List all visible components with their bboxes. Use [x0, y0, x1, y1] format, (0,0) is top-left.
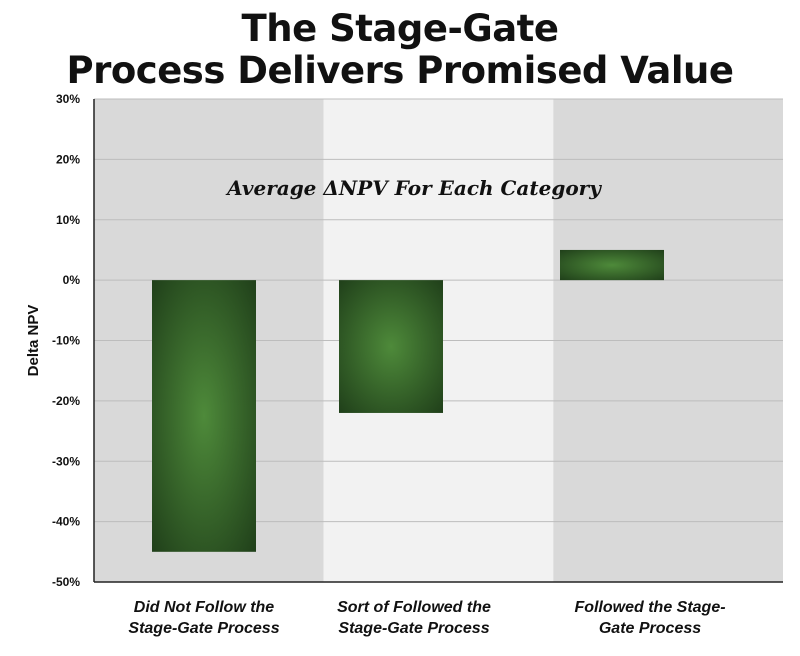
- y-tick-label: 10%: [56, 213, 80, 227]
- bar-2: [339, 280, 443, 413]
- x-category-label-2: Sort of Followed the Stage-Gate Process: [304, 597, 524, 639]
- x-category-label-line: Sort of Followed the: [337, 599, 491, 616]
- y-tick-label: 30%: [56, 92, 80, 106]
- y-tick-label: -50%: [52, 575, 80, 589]
- y-tick-label: 20%: [56, 152, 80, 166]
- y-tick-label: -20%: [52, 394, 80, 408]
- x-category-label-line: Gate Process: [598, 620, 702, 637]
- x-category-label-line: Stage-Gate Process: [338, 620, 490, 637]
- y-axis-label: Delta NPV: [25, 305, 42, 377]
- x-category-label-1: Did Not Follow the Stage-Gate Process: [94, 597, 314, 639]
- chart-annotation: Average ΔNPV For Each Category: [225, 176, 602, 200]
- x-category-label-line: Followed the Stage-: [574, 599, 726, 616]
- bar-1: [152, 280, 256, 552]
- y-tick-label: -10%: [52, 334, 80, 348]
- y-tick-label: -30%: [52, 454, 80, 468]
- bar-3: [560, 249, 664, 281]
- chart-title-line-2: Process Delivers Promised Value: [66, 49, 734, 92]
- x-category-label-line: Did Not Follow the: [133, 599, 275, 616]
- x-category-label-3: Followed the Stage- Gate Process: [540, 597, 760, 639]
- y-tick-label: 0%: [63, 273, 81, 287]
- chart-title-line-1: The Stage-Gate: [241, 7, 559, 50]
- y-tick-label: -40%: [52, 515, 80, 529]
- x-category-label-line: Stage-Gate Process: [128, 620, 280, 637]
